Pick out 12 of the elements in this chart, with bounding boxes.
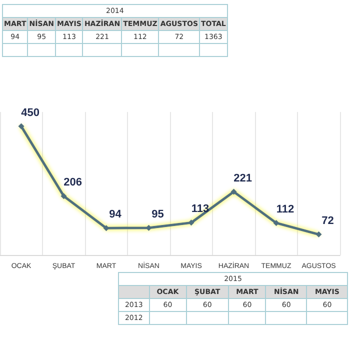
data-label: 450 [21, 106, 40, 119]
point [230, 188, 237, 195]
data-label: 95 [152, 208, 164, 220]
data-label: 221 [234, 172, 252, 184]
data-label: 94 [109, 208, 122, 221]
point [18, 123, 24, 130]
data-label: 113 [191, 203, 210, 216]
data-label: 112 [276, 203, 294, 216]
point [273, 220, 280, 226]
data-label: 72 [322, 214, 334, 227]
data-label: 206 [64, 176, 82, 189]
point [60, 193, 67, 200]
